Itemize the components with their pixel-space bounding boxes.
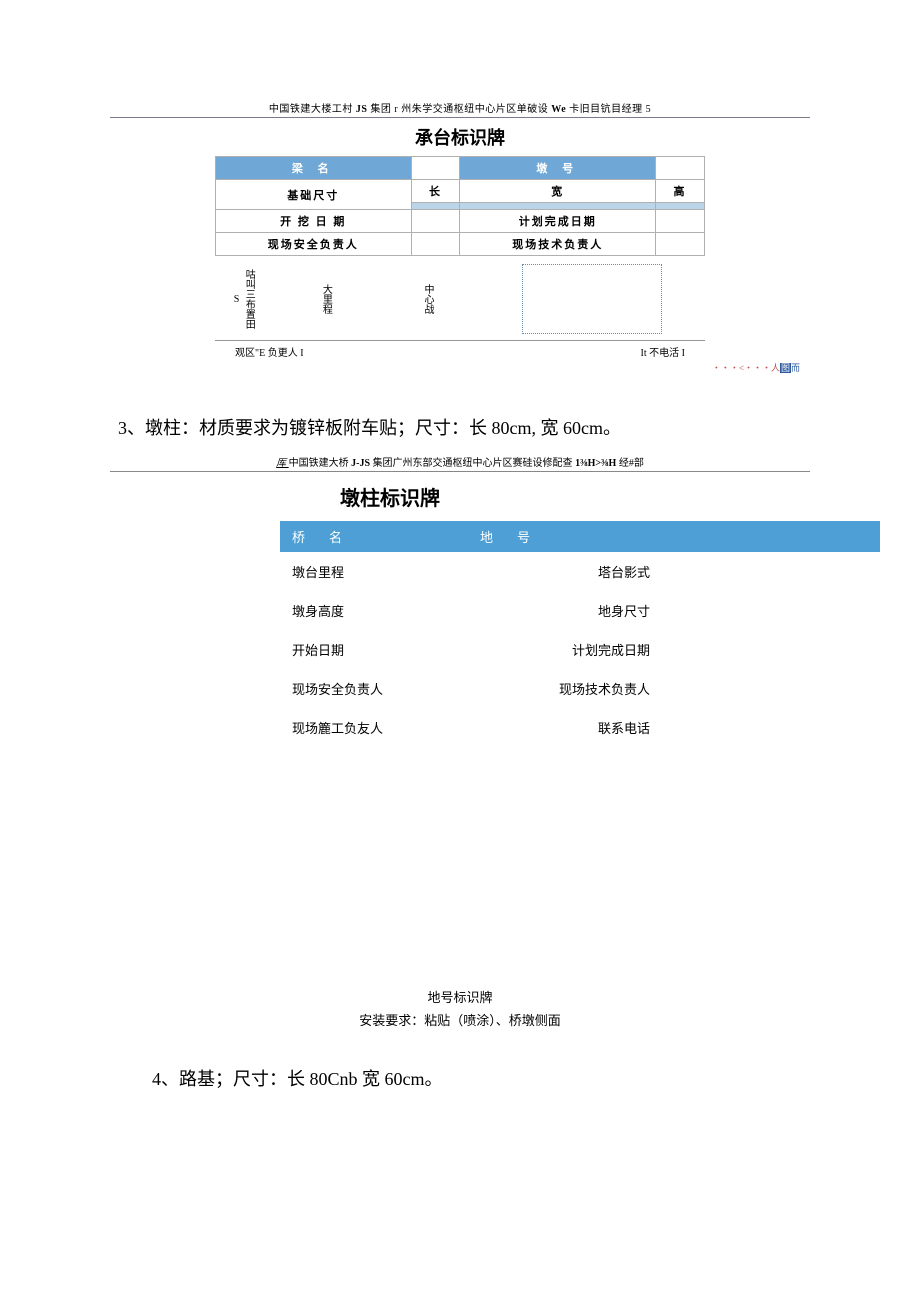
divider2	[110, 471, 810, 472]
table-row: 墩身高度 地身尺寸	[280, 591, 880, 630]
tiny-after: 而	[791, 363, 800, 373]
safety-person-label: 现场安全负责人	[216, 233, 412, 256]
cell-high-val	[656, 203, 705, 210]
col-high: 高	[656, 180, 705, 203]
s2-u: 厍	[276, 458, 289, 469]
tech-person-val	[656, 233, 705, 256]
row-label: 现场安全负责人	[280, 679, 480, 698]
s2-hdr-bridge: 桥名	[280, 527, 480, 546]
sign1-footer: 观区"E 负更人 I It 不电活 I	[215, 340, 705, 359]
sign1-title: 承台标识牌	[0, 124, 920, 150]
s2-hdr-no: 地号	[480, 527, 660, 546]
sign2-header: 厍 中国铁建大桥 J-JS 集团广州东部交通枢纽中心片区赛硅设修配查 1⅜H>⅜…	[0, 454, 920, 469]
row-label: 地身尺寸	[480, 601, 660, 620]
section4-text: 4、路基；尺寸：长 80Cnb 宽 60cm。	[152, 1065, 920, 1091]
section3-text: 3、墩柱：材质要求为镀锌板附车贴；尺寸：长 80cm, 宽 60cm。	[118, 414, 920, 440]
sign1-header: 中国铁建大楼工村 JS 集团 r 州朱学交通枢纽中心片区单破设 We 卡旧目钪目…	[0, 100, 920, 115]
hdr-b2: We	[551, 104, 566, 115]
cell-blank	[656, 157, 705, 180]
row-label: 墩台里程	[280, 562, 480, 581]
footer-right: It 不电活 I	[641, 344, 685, 359]
caption-line1: 地号标识牌	[0, 987, 920, 1006]
row-label: 塔台影式	[480, 562, 660, 581]
table-row: 墩台里程 塔台影式	[280, 552, 880, 591]
cell-long-val	[411, 203, 460, 210]
caption-block: 地号标识牌 安装要求：粘贴（喷涂）、桥墩侧面	[0, 987, 920, 1029]
base-size-label: 基础尺寸	[216, 180, 412, 210]
diagram-mid: 大里程 中心战	[275, 264, 705, 334]
plan-date-val	[656, 210, 705, 233]
diagram-box	[522, 264, 662, 334]
s2-b1: J-JS	[351, 458, 370, 469]
safety-person-val	[411, 233, 460, 256]
sign2-header-row: 桥名 地号	[280, 521, 880, 552]
footer-left: 观区"E 负更人 I	[235, 344, 304, 359]
cell-blank	[411, 157, 460, 180]
diag-layout-label: 咕叫三布置田	[241, 269, 256, 329]
diag-s: S	[234, 294, 240, 305]
cell-wide-val	[460, 203, 656, 210]
row-label: 计划完成日期	[480, 640, 660, 659]
row-label: 联系电话	[480, 718, 660, 737]
tech-person-label: 现场技术负责人	[460, 233, 656, 256]
hdr-prefix: 中国铁建大楼工村	[269, 104, 356, 115]
diagram-left: S 咕叫三布置田	[215, 264, 275, 334]
hdr-bridge-name: 梁 名	[216, 157, 412, 180]
col-wide: 宽	[460, 180, 656, 203]
sign1-table: 梁 名 墩 号 基础尺寸 长 宽 高 开 挖 日 期 计划完成日期 现场安全负责…	[215, 156, 705, 256]
col-long: 长	[411, 180, 460, 203]
row-label: 墩身高度	[280, 601, 480, 620]
diagram-row: S 咕叫三布置田 大里程 中心战	[215, 264, 705, 334]
sign1-table-wrap: 梁 名 墩 号 基础尺寸 长 宽 高 开 挖 日 期 计划完成日期 现场安全负责…	[215, 156, 705, 359]
diag-center: 中心战	[420, 284, 435, 314]
open-date-val	[411, 210, 460, 233]
s2-b2: 1⅜H>⅜H	[575, 458, 616, 469]
hdr-mid: 集团 r 州朱学交通枢纽中心片区单破设	[367, 104, 551, 115]
caption-line2: 安装要求：粘贴（喷涂）、桥墩侧面	[0, 1010, 920, 1029]
open-date-label: 开 挖 日 期	[216, 210, 412, 233]
plan-date-label: 计划完成日期	[460, 210, 656, 233]
divider	[110, 117, 810, 118]
tiny-dots: ・・・<・・・人	[712, 363, 780, 373]
sign2-rows: 墩台里程 塔台影式 墩身高度 地身尺寸 开始日期 计划完成日期 现场安全负责人 …	[280, 552, 880, 747]
row-label: 现场技术负责人	[480, 679, 660, 698]
hdr-b1: JS	[356, 104, 368, 115]
table-row: 开始日期 计划完成日期	[280, 630, 880, 669]
s2-t2: 集团广州东部交通枢纽中心片区赛硅设修配查	[370, 458, 575, 469]
table-row: 现场安全负责人 现场技术负责人	[280, 669, 880, 708]
hdr-suffix: 卡旧目钪目经理 5	[566, 104, 651, 115]
table-row: 现场簏工负友人 联系电话	[280, 708, 880, 747]
tiny-caption: ・・・<・・・人图而	[0, 361, 800, 374]
row-label: 现场簏工负友人	[280, 718, 480, 737]
row-label: 开始日期	[280, 640, 480, 659]
tiny-box: 图	[780, 363, 791, 373]
s2-t1: 中国铁建大桥	[289, 458, 352, 469]
hdr-pier-no: 墩 号	[460, 157, 656, 180]
s2-t3: 经#部	[616, 458, 644, 469]
sign2-title: 墩柱标识牌	[0, 482, 920, 511]
sign2-table: 桥名 地号 墩台里程 塔台影式 墩身高度 地身尺寸 开始日期 计划完成日期 现场…	[280, 521, 880, 747]
diag-mileage: 大里程	[318, 284, 333, 314]
